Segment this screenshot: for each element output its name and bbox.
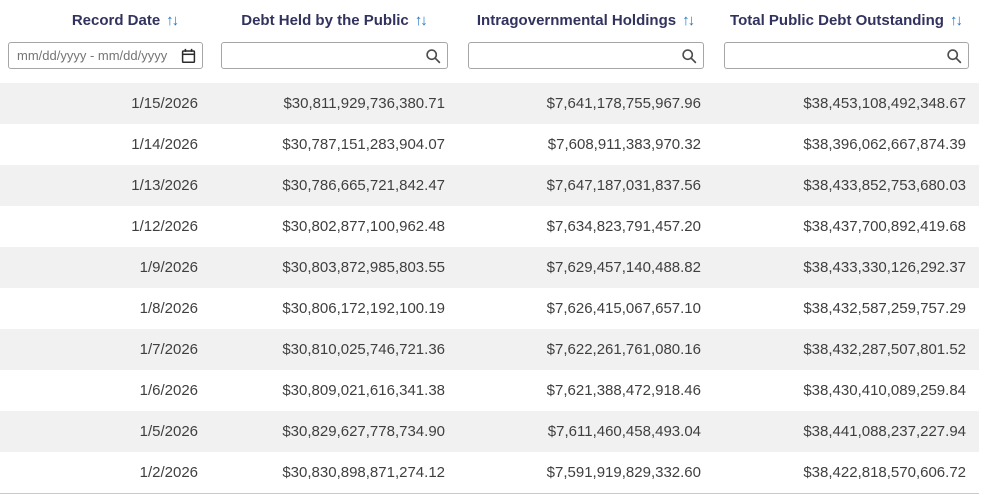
column-header-debt-held-by-public[interactable]: Debt Held by the Public ↑↓ [211,0,458,40]
search-icon [681,48,697,64]
intragov-cell: $7,629,457,140,488.82 [458,247,714,288]
sort-arrows-icon[interactable]: ↑↓ [949,11,963,29]
total-debt-cell: $38,396,062,667,874.39 [714,124,979,165]
record-date-cell: 1/8/2026 [0,288,211,329]
debt-public-cell: $30,830,898,871,274.12 [211,452,458,493]
total-debt-cell: $38,422,818,570,606.72 [714,452,979,493]
table-row: 1/6/2026 $30,809,021,616,341.38 $7,621,3… [0,370,979,411]
record-date-filter [8,42,203,69]
table-row: 1/5/2026 $30,829,627,778,734.90 $7,611,4… [0,411,979,452]
header-row: Record Date ↑↓ Debt Held by the Public ↑… [0,0,979,40]
table-row: 1/14/2026 $30,787,151,283,904.07 $7,608,… [0,124,979,165]
total-debt-cell: $38,430,410,089,259.84 [714,370,979,411]
intragov-cell: $7,591,919,829,332.60 [458,452,714,493]
record-date-cell: 1/15/2026 [0,83,211,124]
total-debt-cell: $38,432,587,259,757.29 [714,288,979,329]
intragov-cell: $7,626,415,067,657.10 [458,288,714,329]
total-debt-cell: $38,437,700,892,419.68 [714,206,979,247]
debt-public-cell: $30,810,025,746,721.36 [211,329,458,370]
intragov-cell: $7,641,178,755,967.96 [458,83,714,124]
total-debt-cell: $38,453,108,492,348.67 [714,83,979,124]
debt-public-cell: $30,806,172,192,100.19 [211,288,458,329]
table-row: 1/13/2026 $30,786,665,721,842.47 $7,647,… [0,165,979,206]
record-date-cell: 1/13/2026 [0,165,211,206]
debt-public-cell: $30,829,627,778,734.90 [211,411,458,452]
debt-held-filter [221,42,448,69]
debt-public-cell: $30,803,872,985,803.55 [211,247,458,288]
column-header-label: Total Public Debt Outstanding [730,11,944,29]
sort-arrows-icon[interactable]: ↑↓ [682,11,695,29]
intragov-cell: $7,634,823,791,457.20 [458,206,714,247]
record-date-cell: 1/14/2026 [0,124,211,165]
sort-arrows-icon[interactable]: ↑↓ [414,11,428,29]
intragovernmental-filter [468,42,704,69]
table-row: 1/2/2026 $30,830,898,871,274.12 $7,591,9… [0,452,979,493]
search-icon [946,48,962,64]
record-date-cell: 1/5/2026 [0,411,211,452]
record-date-range-input[interactable] [8,42,203,69]
total-debt-cell: $38,433,330,126,292.37 [714,247,979,288]
column-header-total-public-debt[interactable]: Total Public Debt Outstanding ↑↓ [714,0,979,40]
search-icon [425,48,441,64]
debt-public-cell: $30,809,021,616,341.38 [211,370,458,411]
intragov-cell: $7,622,261,761,080.16 [458,329,714,370]
calendar-icon[interactable] [181,48,196,63]
filter-row [0,40,979,83]
table-row: 1/9/2026 $30,803,872,985,803.55 $7,629,4… [0,247,979,288]
column-header-record-date[interactable]: Record Date ↑↓ [0,0,211,40]
sort-arrows-icon[interactable]: ↑↓ [166,11,179,29]
table-row: 1/8/2026 $30,806,172,192,100.19 $7,626,4… [0,288,979,329]
column-header-label: Record Date [71,11,161,29]
intragov-cell: $7,611,460,458,493.04 [458,411,714,452]
total-debt-filter [724,42,969,69]
table-row: 1/7/2026 $30,810,025,746,721.36 $7,622,2… [0,329,979,370]
table-row: 1/12/2026 $30,802,877,100,962.48 $7,634,… [0,206,979,247]
total-debt-cell: $38,432,287,507,801.52 [714,329,979,370]
record-date-cell: 1/7/2026 [0,329,211,370]
record-date-cell: 1/2/2026 [0,452,211,493]
table-row: 1/15/2026 $30,811,929,736,380.71 $7,641,… [0,83,979,124]
debt-public-cell: $30,786,665,721,842.47 [211,165,458,206]
debt-table: Record Date ↑↓ Debt Held by the Public ↑… [0,0,979,494]
column-header-intragovernmental-holdings[interactable]: Intragovernmental Holdings ↑↓ [458,0,714,40]
debt-held-filter-input[interactable] [221,42,448,69]
intragov-cell: $7,647,187,031,837.56 [458,165,714,206]
debt-public-cell: $30,802,877,100,962.48 [211,206,458,247]
total-debt-cell: $38,433,852,753,680.03 [714,165,979,206]
record-date-cell: 1/6/2026 [0,370,211,411]
column-header-label: Debt Held by the Public [241,11,409,29]
total-debt-cell: $38,441,088,237,227.94 [714,411,979,452]
debt-public-cell: $30,787,151,283,904.07 [211,124,458,165]
intragov-cell: $7,621,388,472,918.46 [458,370,714,411]
intragov-cell: $7,608,911,383,970.32 [458,124,714,165]
intragovernmental-filter-input[interactable] [468,42,704,69]
total-debt-filter-input[interactable] [724,42,969,69]
debt-public-cell: $30,811,929,736,380.71 [211,83,458,124]
column-header-label: Intragovernmental Holdings [476,11,677,29]
record-date-cell: 1/12/2026 [0,206,211,247]
record-date-cell: 1/9/2026 [0,247,211,288]
